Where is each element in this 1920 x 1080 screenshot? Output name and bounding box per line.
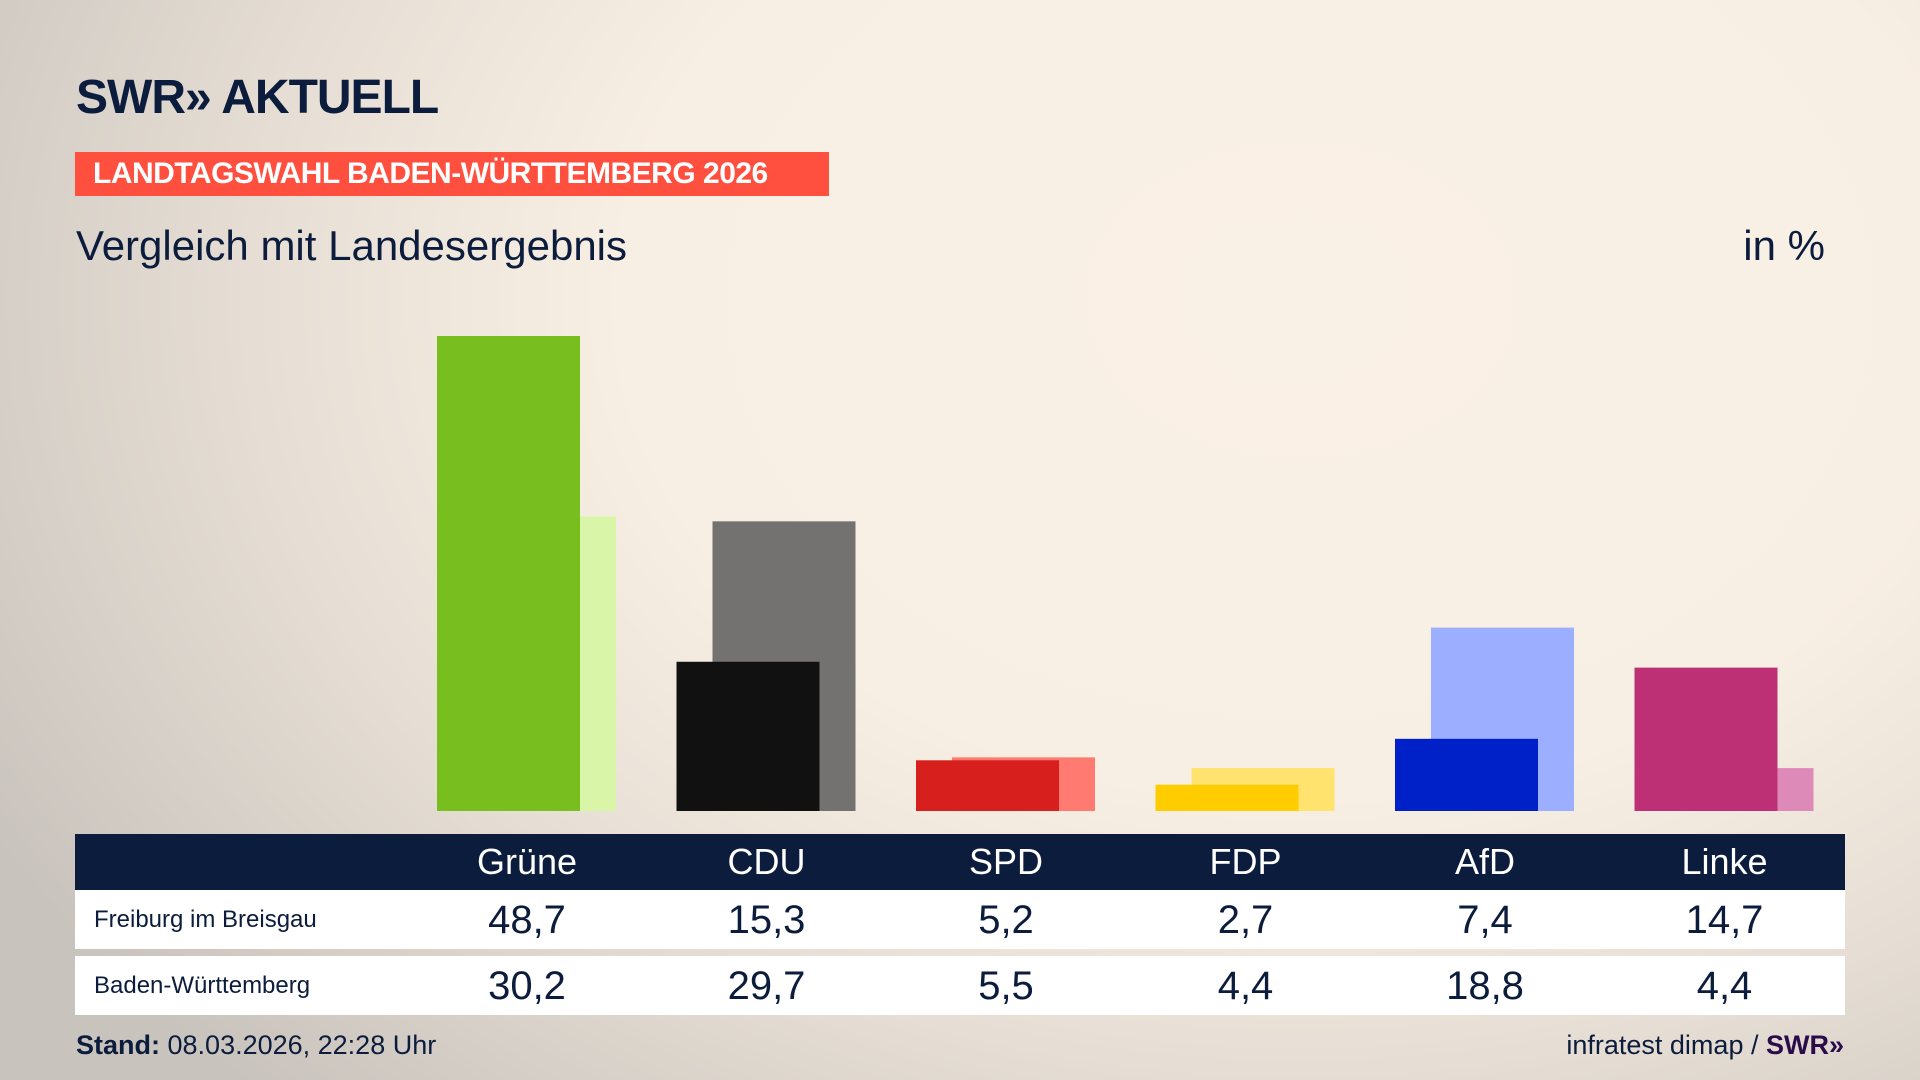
results-table: Grüne CDU SPD FDP AfD Linke Freiburg im Breis…: [75, 834, 1845, 1015]
category-label: FDP: [1209, 841, 1282, 882]
source-credit: infratest dimap / SWR»: [1566, 1030, 1844, 1061]
data-label: 14,7: [1685, 898, 1764, 942]
bar-spd-freiburg: [916, 760, 1059, 811]
data-label: 48,7: [488, 898, 566, 942]
data-label: 5,5: [978, 964, 1034, 1008]
chart-subtitle: Vergleich mit Landesergebnis: [76, 222, 628, 269]
bar-grüne-freiburg: [437, 336, 580, 811]
timestamp: Stand: 08.03.2026, 22:28 Uhr: [76, 1030, 436, 1061]
source-text: infratest dimap /: [1566, 1030, 1759, 1060]
bar-chart: [437, 336, 1814, 811]
swr-aktuell-logo: SWR» AKTUELL: [76, 71, 439, 124]
row-label: Freiburg im Breisgau: [94, 906, 317, 933]
data-label: 15,3: [727, 898, 806, 942]
category-label: Linke: [1681, 841, 1768, 882]
table-row: Freiburg im Breisgau 48,7 15,3 5,2 2,7 7,4 14,…: [75, 890, 1845, 949]
category-label: CDU: [727, 841, 806, 882]
data-label: 30,2: [488, 964, 566, 1008]
data-label: 5,2: [978, 898, 1034, 942]
bar-fdp-freiburg: [1155, 784, 1299, 811]
unit-label: in %: [1743, 222, 1825, 269]
stand-value: 08.03.2026, 22:28 Uhr: [167, 1030, 437, 1060]
election-banner: LANDTAGSWAHL BADEN-WÜRTTEMBERG 2026: [75, 152, 829, 196]
bar-cdu-freiburg: [676, 661, 820, 811]
stand-label: Stand:: [76, 1030, 160, 1060]
swr-logo: SWR»: [1765, 1030, 1844, 1060]
bar-linke-freiburg: [1634, 667, 1778, 811]
data-label: 4,4: [1696, 964, 1753, 1008]
data-label: 18,8: [1446, 964, 1524, 1008]
category-label: Grüne: [476, 841, 578, 882]
bar-afd-freiburg: [1395, 738, 1538, 811]
data-label: 7,4: [1457, 898, 1513, 942]
row-label: Baden-Württemberg: [94, 972, 311, 999]
data-label: 2,7: [1217, 898, 1274, 942]
table-row: Baden-Württemberg 30,2 29,7 5,5 4,4 18,8 4,4: [75, 956, 1845, 1015]
category-label: AfD: [1454, 841, 1516, 882]
data-label: 4,4: [1217, 964, 1274, 1008]
category-label: SPD: [968, 841, 1044, 882]
table-header: Grüne CDU SPD FDP AfD Linke: [75, 834, 1845, 890]
data-label: 29,7: [727, 964, 806, 1008]
